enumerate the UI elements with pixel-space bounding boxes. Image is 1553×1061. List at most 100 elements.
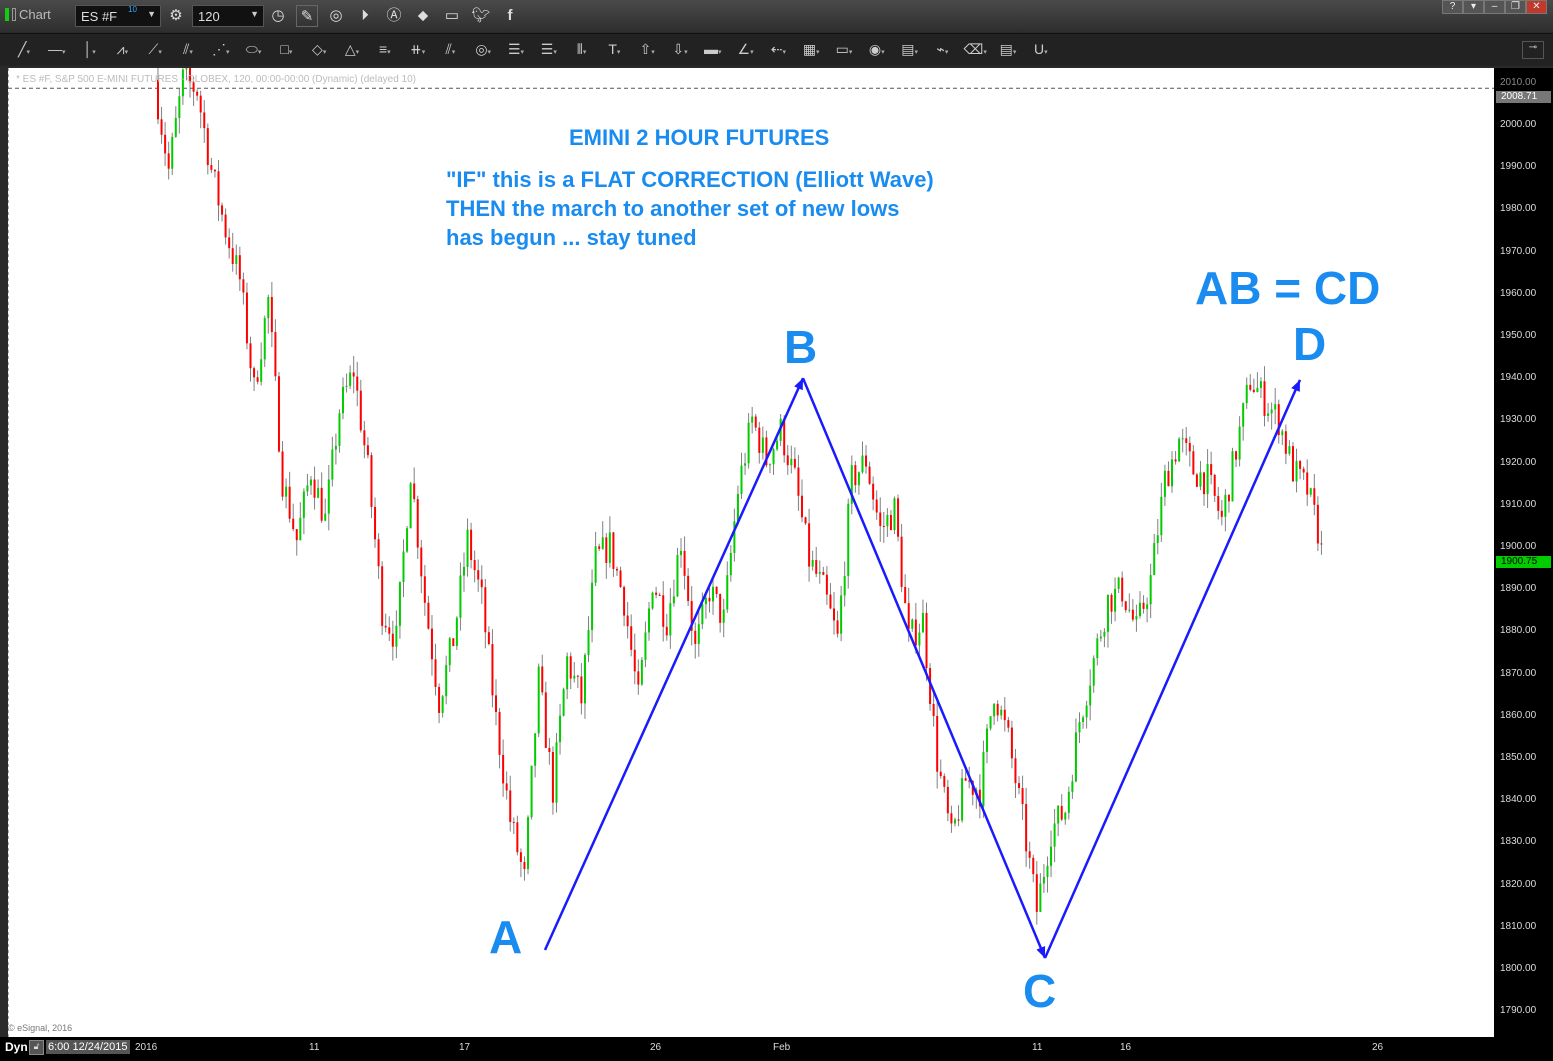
gann-fan-tool-icon[interactable]: ⋰ [207,41,235,58]
magnet-tool-icon[interactable]: U [1027,41,1055,57]
candle-body [655,592,658,595]
chat-icon[interactable]: ▭ [444,7,460,24]
alert-icon[interactable]: Ⓐ [386,7,402,24]
candle-body [630,626,633,650]
interval-select[interactable]: 120 ▼ [192,5,264,27]
eraser-tool-icon[interactable]: ⌫ [961,41,989,58]
y-tick-label: 1880.00 [1500,625,1537,637]
candle-body [1203,472,1206,495]
candle-body [551,752,554,803]
candle-body [189,68,192,83]
pitchfork-tool-icon[interactable]: ⫽ [174,41,202,58]
horizontal-line-tool-icon[interactable]: — [43,41,71,57]
chevron-down-icon[interactable]: ▼ [250,9,259,19]
arrow-up-tool-icon[interactable]: ⇧ [633,41,661,58]
polyline-tool-icon[interactable]: ⩘ [108,41,136,58]
candle-body [406,528,409,552]
cycle-lines-tool-icon[interactable]: ⧺ [404,41,432,58]
settings-icon[interactable]: ⚙ [169,7,183,24]
candle-body [1074,732,1077,782]
price-chart[interactable] [8,68,1494,1037]
candle-body [438,686,441,713]
channel-tool-icon[interactable]: ⫽ [436,41,464,58]
candle-body [544,692,547,748]
candle-body [889,514,892,531]
candle-body [1099,636,1102,639]
candle-body [893,498,896,531]
time-zones-tool-icon[interactable]: ⦀ [568,41,596,58]
candle-body [555,742,558,803]
comment-tool-icon[interactable]: ▤ [994,41,1022,58]
symbol-input[interactable]: ES #F 10 ▼ [75,5,161,27]
ellipse-tool-tool-icon[interactable]: ◉ [863,41,891,58]
candle-body [964,778,967,781]
candle-body [1281,431,1284,436]
minimize-button[interactable]: – [1484,0,1505,14]
candle-body [1067,791,1070,813]
candle-body [744,463,747,466]
candle-body [1082,717,1085,722]
y-tick-label: 1970.00 [1500,245,1537,257]
candle-body [615,568,618,571]
x-tick-label: 11 [1032,1042,1043,1053]
diamond-tool-icon[interactable]: ◇ [305,41,333,58]
candle-body [886,514,889,527]
price-axis[interactable]: 1790.00 1800.00 1810.00 1820.00 1830.00 1840.… [1494,68,1553,1037]
arrow-down-tool-icon[interactable]: ⇩ [666,41,694,58]
vertical-line-tool-icon[interactable]: │ [76,41,104,57]
candle-body [206,128,209,166]
study-icon[interactable]: ◎ [329,7,343,24]
candle-body [345,385,348,387]
pencil-icon[interactable]: ✎ [296,5,318,27]
candle-body [637,671,640,685]
link-icon[interactable]: ⬥ [417,7,429,24]
ellipse-tool-icon[interactable]: ⬭ [240,41,268,58]
candle-body [1110,594,1113,612]
candle-body [384,625,387,628]
grid-tool-icon[interactable]: ▦ [797,41,825,58]
candle-body [484,587,487,633]
help-button[interactable]: ? [1442,0,1463,14]
maximize-button[interactable]: ❐ [1505,0,1526,14]
chevron-down-icon[interactable]: ▼ [147,9,156,19]
close-button[interactable]: ✕ [1526,0,1547,14]
candle-body [1277,404,1280,436]
fan-tool-icon[interactable]: ⟋ [141,41,169,58]
pin-icon[interactable]: ⊸ [1522,41,1544,59]
candle-body [1181,438,1184,440]
triangle-tool-icon[interactable]: △ [338,41,366,58]
chart-area[interactable]: * ES #F, S&P 500 E-MINI FUTURES - GLOBEX… [8,68,1494,1037]
line-tool-icon[interactable]: ╱ [10,41,38,58]
twitter-icon[interactable]: 🐦︎ [471,7,491,24]
candle-body [324,513,327,521]
y-tick-label: 1990.00 [1500,161,1537,173]
candle-body [356,376,359,391]
play-icon[interactable]: ⏵ [361,7,369,24]
facebook-icon[interactable]: f [507,7,513,24]
candle-body [1003,709,1006,721]
mob-tool-icon[interactable]: ▭ [830,41,858,58]
candle-body [221,205,224,215]
circles-tool-icon[interactable]: ◎ [469,41,497,58]
fib-retracement-tool-icon[interactable]: ☰ [502,41,530,58]
time-axis[interactable]: Dyn 🔓︎ 6:00 12/24/2015 2016 11 17 26 Feb 11 16… [0,1037,1553,1061]
candle-body [199,95,202,113]
clock-icon[interactable]: ◷ [271,7,285,24]
parallel-lines-tool-icon[interactable]: ≡ [371,41,399,57]
candle-body [1064,812,1067,820]
lock-icon[interactable]: 🔓︎ [29,1040,44,1055]
dyn-mode[interactable]: Dyn [5,1040,28,1054]
angle-tool-icon[interactable]: ∠ [732,41,760,58]
fib-extension-tool-icon[interactable]: ☰ [535,41,563,58]
zigzag-tool-icon[interactable]: ⌁ [928,41,956,58]
box-tool-icon[interactable]: ▬ [699,41,727,57]
candle-body [665,626,668,636]
rectangle-tool-icon[interactable]: □ [272,41,300,57]
pti-tool-icon[interactable]: ▤ [896,41,924,58]
text-tool-icon[interactable]: T [600,41,628,57]
candle-body [1270,409,1273,414]
chart-info: * ES #F, S&P 500 E-MINI FUTURES - GLOBEX… [16,74,416,85]
back-arrow-tool-icon[interactable]: ⇠ [764,41,792,58]
candle-body [1089,685,1092,706]
restore-menu-button[interactable]: ▾ [1463,0,1484,14]
